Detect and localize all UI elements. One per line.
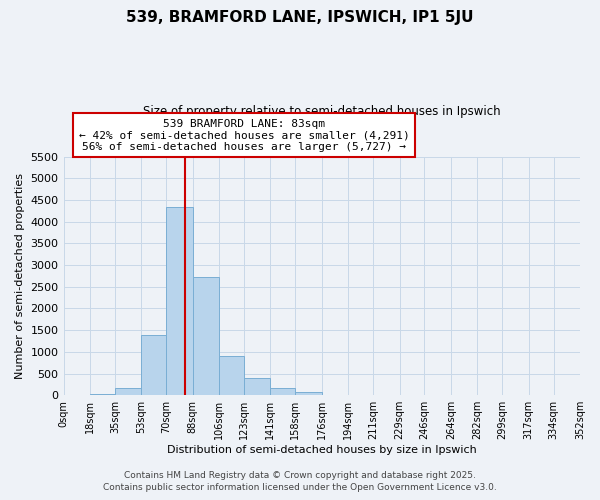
Bar — [115, 388, 142, 395]
Bar — [166, 206, 193, 395]
X-axis label: Distribution of semi-detached houses by size in Ipswich: Distribution of semi-detached houses by … — [167, 445, 476, 455]
Text: 539 BRAMFORD LANE: 83sqm
← 42% of semi-detached houses are smaller (4,291)
56% o: 539 BRAMFORD LANE: 83sqm ← 42% of semi-d… — [79, 118, 410, 152]
Y-axis label: Number of semi-detached properties: Number of semi-detached properties — [15, 173, 25, 379]
Text: Contains HM Land Registry data © Crown copyright and database right 2025.
Contai: Contains HM Land Registry data © Crown c… — [103, 471, 497, 492]
Title: Size of property relative to semi-detached houses in Ipswich: Size of property relative to semi-detach… — [143, 105, 500, 118]
Bar — [193, 277, 219, 395]
Bar — [219, 356, 244, 395]
Bar — [271, 388, 295, 395]
Bar — [142, 335, 166, 395]
Text: 539, BRAMFORD LANE, IPSWICH, IP1 5JU: 539, BRAMFORD LANE, IPSWICH, IP1 5JU — [126, 10, 474, 25]
Bar — [244, 378, 271, 395]
Bar — [295, 392, 322, 395]
Bar — [90, 394, 115, 395]
